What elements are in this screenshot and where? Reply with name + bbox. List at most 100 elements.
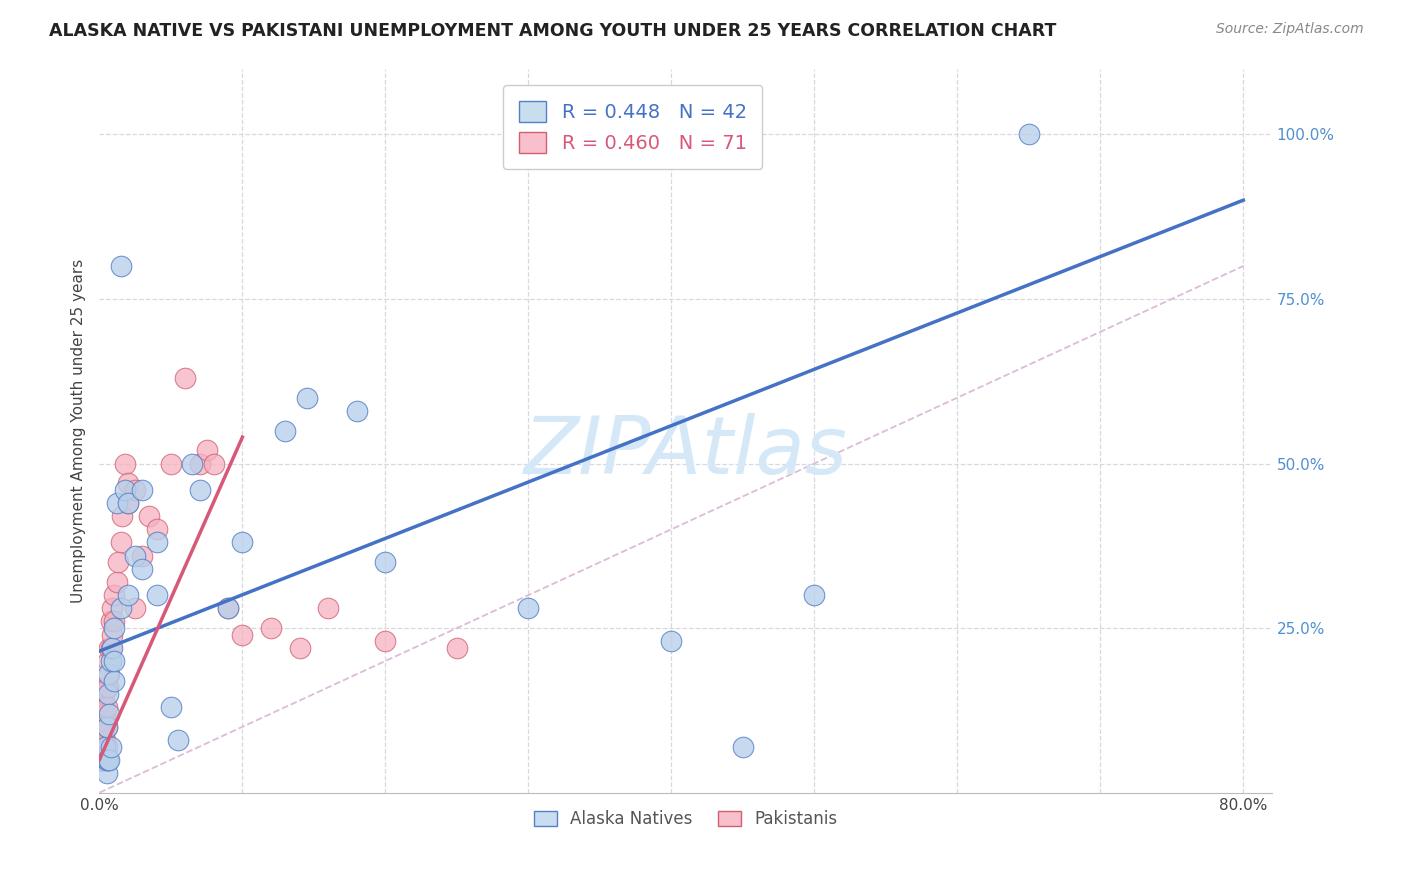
Text: ZIPAtlas: ZIPAtlas bbox=[523, 413, 848, 491]
Point bbox=[93, 720, 115, 734]
Point bbox=[188, 483, 211, 497]
Point bbox=[93, 739, 115, 754]
Point bbox=[181, 457, 204, 471]
Point bbox=[100, 739, 122, 754]
Point bbox=[661, 634, 683, 648]
Text: Source: ZipAtlas.com: Source: ZipAtlas.com bbox=[1216, 22, 1364, 37]
Point bbox=[93, 700, 115, 714]
Point bbox=[90, 726, 112, 740]
Point bbox=[117, 496, 139, 510]
Point bbox=[90, 733, 112, 747]
Point bbox=[103, 588, 125, 602]
Point bbox=[90, 713, 112, 727]
Point bbox=[93, 713, 115, 727]
Point bbox=[517, 601, 540, 615]
Point bbox=[93, 753, 115, 767]
Point bbox=[105, 496, 128, 510]
Point bbox=[105, 574, 128, 589]
Point bbox=[124, 601, 146, 615]
Point bbox=[138, 509, 160, 524]
Point bbox=[111, 509, 134, 524]
Point bbox=[93, 746, 115, 760]
Point bbox=[195, 443, 218, 458]
Point bbox=[316, 601, 339, 615]
Point bbox=[91, 739, 114, 754]
Point bbox=[145, 522, 167, 536]
Point bbox=[93, 753, 115, 767]
Point bbox=[94, 753, 117, 767]
Point bbox=[91, 713, 114, 727]
Point bbox=[90, 753, 112, 767]
Point bbox=[103, 621, 125, 635]
Y-axis label: Unemployment Among Youth under 25 years: Unemployment Among Youth under 25 years bbox=[72, 259, 86, 603]
Point bbox=[131, 549, 153, 563]
Point bbox=[96, 720, 118, 734]
Point bbox=[114, 483, 136, 497]
Point bbox=[91, 753, 114, 767]
Legend: Alaska Natives, Pakistanis: Alaska Natives, Pakistanis bbox=[527, 804, 844, 835]
Point bbox=[274, 424, 297, 438]
Point bbox=[91, 720, 114, 734]
Point bbox=[803, 588, 825, 602]
Point bbox=[93, 687, 115, 701]
Point bbox=[346, 404, 368, 418]
Point bbox=[94, 739, 117, 754]
Point bbox=[131, 562, 153, 576]
Point bbox=[91, 726, 114, 740]
Point bbox=[160, 457, 183, 471]
Point bbox=[91, 700, 114, 714]
Point bbox=[1018, 128, 1040, 142]
Point bbox=[446, 640, 468, 655]
Point bbox=[288, 640, 311, 655]
Point bbox=[90, 720, 112, 734]
Point bbox=[145, 535, 167, 549]
Point bbox=[98, 753, 121, 767]
Point bbox=[110, 259, 132, 273]
Point bbox=[101, 628, 124, 642]
Point bbox=[124, 483, 146, 497]
Point bbox=[167, 733, 190, 747]
Point bbox=[202, 457, 225, 471]
Point bbox=[90, 753, 112, 767]
Point bbox=[107, 555, 129, 569]
Point bbox=[100, 640, 122, 655]
Point bbox=[96, 681, 118, 695]
Point bbox=[98, 706, 121, 721]
Point bbox=[374, 634, 396, 648]
Point bbox=[97, 753, 120, 767]
Point bbox=[145, 588, 167, 602]
Point bbox=[90, 753, 112, 767]
Point bbox=[103, 615, 125, 629]
Point bbox=[131, 483, 153, 497]
Point bbox=[91, 733, 114, 747]
Point bbox=[100, 615, 122, 629]
Point bbox=[97, 654, 120, 668]
Point bbox=[90, 739, 112, 754]
Point bbox=[94, 733, 117, 747]
Point bbox=[174, 371, 197, 385]
Point bbox=[103, 673, 125, 688]
Point bbox=[90, 706, 112, 721]
Point bbox=[96, 739, 118, 754]
Point bbox=[110, 535, 132, 549]
Point bbox=[96, 753, 118, 767]
Point bbox=[91, 706, 114, 721]
Point bbox=[231, 535, 253, 549]
Point bbox=[96, 753, 118, 767]
Point bbox=[110, 601, 132, 615]
Point bbox=[96, 765, 118, 780]
Point bbox=[188, 457, 211, 471]
Point bbox=[101, 601, 124, 615]
Point bbox=[217, 601, 239, 615]
Point bbox=[93, 733, 115, 747]
Point bbox=[96, 700, 118, 714]
Point bbox=[90, 746, 112, 760]
Point bbox=[103, 654, 125, 668]
Point bbox=[114, 457, 136, 471]
Point bbox=[374, 555, 396, 569]
Point bbox=[100, 654, 122, 668]
Point bbox=[91, 746, 114, 760]
Point bbox=[231, 628, 253, 642]
Point bbox=[97, 687, 120, 701]
Point bbox=[96, 720, 118, 734]
